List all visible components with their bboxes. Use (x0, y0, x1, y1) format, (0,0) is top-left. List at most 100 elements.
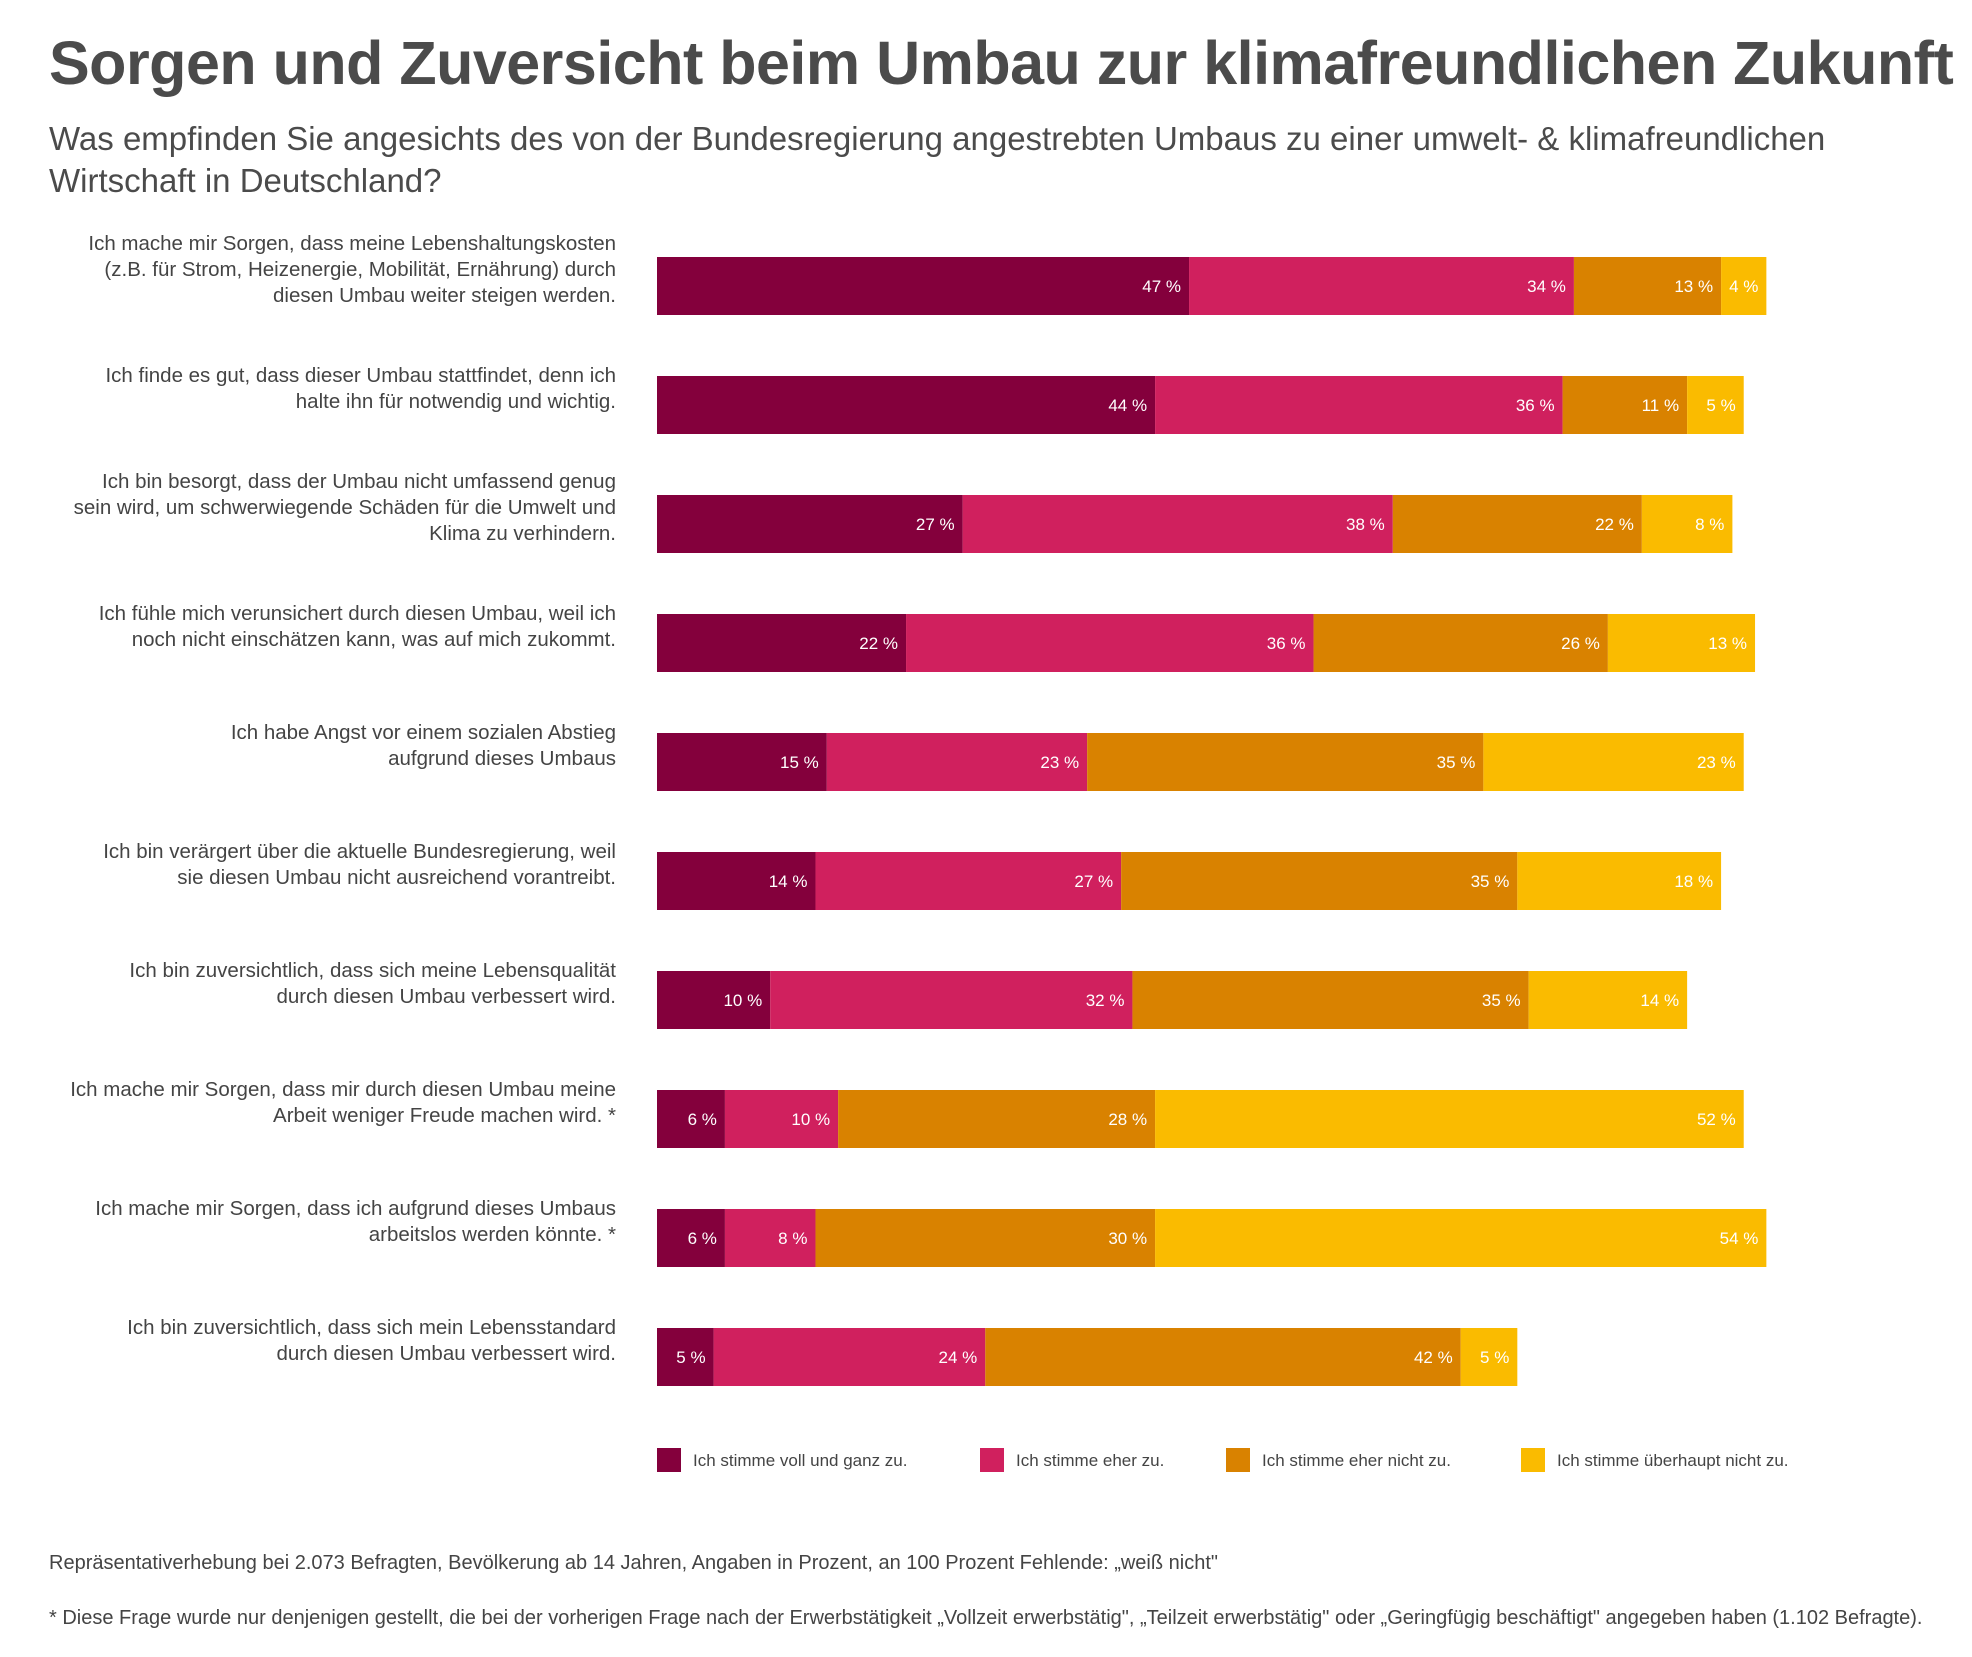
category-label-line: sie diesen Umbau nicht ausreichend voran… (177, 866, 616, 889)
bar-segment (724, 1090, 839, 1148)
bar-segment (1460, 1328, 1518, 1386)
category-label-line: arbeitslos werden könnte. * (369, 1223, 616, 1246)
category-label: Ich bin verärgert über die aktuelle Bund… (103, 840, 616, 889)
legend-swatch (1521, 1448, 1545, 1472)
legend-swatch (1226, 1448, 1250, 1472)
category-label-line: Ich mache mir Sorgen, dass meine Lebensh… (88, 232, 616, 255)
data-label: 35 % (1482, 991, 1521, 1010)
bar-segment (838, 1090, 1156, 1148)
data-label: 27 % (916, 515, 955, 534)
category-label: Ich habe Angst vor einem sozialen Abstie… (231, 721, 616, 770)
data-label: 14 % (769, 872, 808, 891)
category-label-line: Ich finde es gut, dass dieser Umbau stat… (105, 364, 616, 387)
legend-item: Ich stimme eher nicht zu. (1226, 1448, 1451, 1472)
bar-segment (1721, 257, 1767, 315)
data-label: 5 % (676, 1348, 705, 1367)
category-label: Ich mache mir Sorgen, dass meine Lebensh… (88, 232, 616, 307)
bar-segment (962, 495, 1393, 553)
bar-segment (985, 1328, 1461, 1386)
data-label: 10 % (791, 1110, 830, 1129)
stacked-bar-chart: Ich mache mir Sorgen, dass meine Lebensh… (70, 232, 1789, 1472)
bar-segment (1483, 733, 1744, 791)
bar-segment (1641, 495, 1733, 553)
bar-segment (1189, 257, 1574, 315)
bar-segment (657, 614, 907, 672)
data-label: 44 % (1108, 396, 1147, 415)
bar-segment (826, 733, 1088, 791)
bar-row: Ich bin verärgert über die aktuelle Bund… (103, 840, 1722, 910)
bar-segment (713, 1328, 986, 1386)
bar-segment (657, 971, 771, 1029)
data-label: 47 % (1142, 277, 1181, 296)
data-label: 36 % (1516, 396, 1555, 415)
bar-row: Ich mache mir Sorgen, dass ich aufgrund … (95, 1197, 1767, 1267)
category-label-line: halte ihn für notwendig und wichtig. (296, 390, 616, 413)
category-label-line: Ich bin zuversichtlich, dass sich meine … (129, 959, 616, 982)
bar-segment (906, 614, 1314, 672)
data-label: 23 % (1697, 753, 1736, 772)
bar-row: Ich bin zuversichtlich, dass sich meine … (129, 959, 1688, 1029)
category-label-line: Ich mache mir Sorgen, dass ich aufgrund … (95, 1197, 616, 1220)
data-label: 8 % (1695, 515, 1724, 534)
legend-label: Ich stimme voll und ganz zu. (693, 1451, 907, 1470)
bar-segment (657, 852, 816, 910)
category-label: Ich finde es gut, dass dieser Umbau stat… (105, 364, 616, 413)
data-label: 8 % (778, 1229, 807, 1248)
data-label: 5 % (1480, 1348, 1509, 1367)
category-label-line: Ich bin verärgert über die aktuelle Bund… (103, 840, 616, 863)
data-label: 54 % (1720, 1229, 1759, 1248)
category-label-line: noch nicht einschätzen kann, was auf mic… (132, 628, 616, 651)
category-label: Ich bin zuversichtlich, dass sich mein L… (127, 1316, 616, 1365)
bar-row: Ich habe Angst vor einem sozialen Abstie… (231, 721, 1744, 791)
data-label: 34 % (1527, 277, 1566, 296)
category-label-line: Ich fühle mich verunsichert durch diesen… (99, 602, 616, 625)
legend-label: Ich stimme eher zu. (1016, 1451, 1164, 1470)
data-label: 32 % (1086, 991, 1125, 1010)
data-label: 15 % (780, 753, 819, 772)
category-label-line: Klima zu verhindern. (429, 522, 616, 545)
bar-segment (1087, 733, 1484, 791)
category-label-line: Arbeit weniger Freude machen wird. * (273, 1104, 616, 1127)
legend-swatch (657, 1448, 681, 1472)
bar-segment (1155, 376, 1563, 434)
bar-segment (815, 852, 1122, 910)
bar-row: Ich finde es gut, dass dieser Umbau stat… (105, 364, 1744, 434)
category-label-line: aufgrund dieses Umbaus (388, 747, 616, 770)
legend-item: Ich stimme eher zu. (980, 1448, 1164, 1472)
bar-segment (1155, 1090, 1744, 1148)
bar-segment (1528, 971, 1688, 1029)
bar-segment (1392, 495, 1642, 553)
data-label: 22 % (1595, 515, 1634, 534)
data-label: 14 % (1640, 991, 1679, 1010)
bar-row: Ich fühle mich verunsichert durch diesen… (99, 602, 1756, 672)
bar-segment (657, 1090, 725, 1148)
data-label: 5 % (1706, 396, 1735, 415)
data-label: 38 % (1346, 515, 1385, 534)
bar-segment (657, 257, 1190, 315)
chart-subtitle: Was empfinden Sie angesichts des von der… (49, 120, 1826, 199)
legend-label: Ich stimme überhaupt nicht zu. (1557, 1451, 1789, 1470)
data-label: 10 % (723, 991, 762, 1010)
bar-segment (1607, 614, 1756, 672)
bar-row: Ich bin zuversichtlich, dass sich mein L… (127, 1316, 1518, 1386)
data-label: 35 % (1471, 872, 1510, 891)
category-label-line: (z.B. für Strom, Heizenergie, Mobilität,… (104, 258, 616, 281)
bar-segment (724, 1209, 816, 1267)
category-label-line: Ich bin zuversichtlich, dass sich mein L… (127, 1316, 616, 1339)
method-footnote: Repräsentativerhebung bei 2.073 Befragte… (49, 1552, 1218, 1574)
legend-swatch (980, 1448, 1004, 1472)
category-label-line: sein wird, um schwerwiegende Schäden für… (74, 496, 616, 519)
data-label: 13 % (1674, 277, 1713, 296)
category-label-line: durch diesen Umbau verbessert wird. (276, 1342, 616, 1365)
bar-segment (657, 495, 963, 553)
data-label: 23 % (1040, 753, 1079, 772)
bar-segment (1313, 614, 1608, 672)
bar-segment (657, 1328, 714, 1386)
bar-segment (657, 733, 827, 791)
category-label-line: diesen Umbau weiter steigen werden. (273, 284, 616, 307)
legend-label: Ich stimme eher nicht zu. (1262, 1451, 1451, 1470)
bar-segment (1517, 852, 1722, 910)
data-label: 28 % (1108, 1110, 1147, 1129)
bar-row: Ich bin besorgt, dass der Umbau nicht um… (74, 470, 1733, 553)
category-label: Ich mache mir Sorgen, dass ich aufgrund … (95, 1197, 616, 1246)
